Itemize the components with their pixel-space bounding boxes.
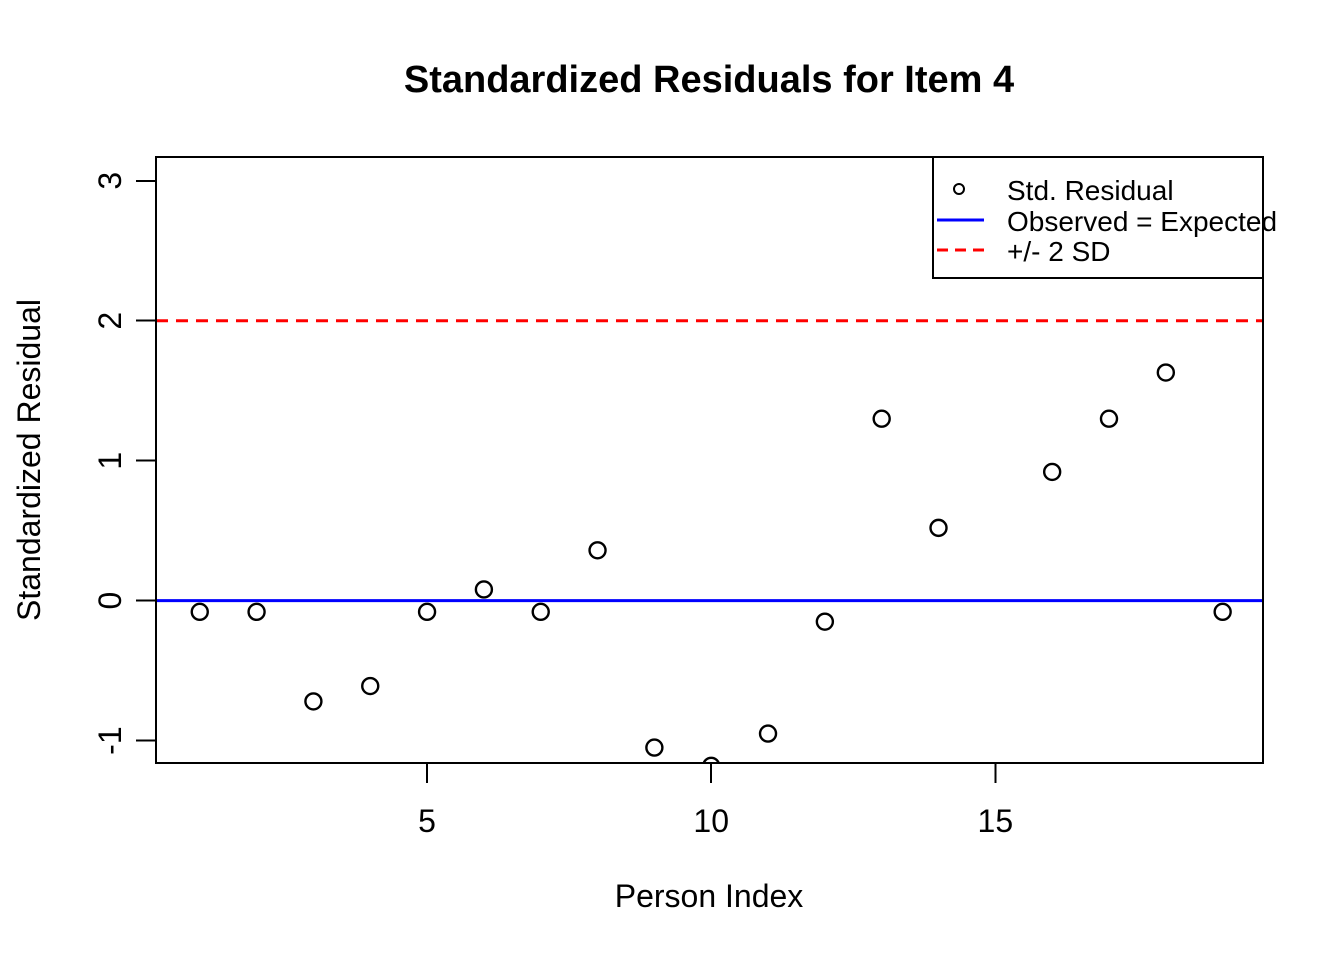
x-tick-label: 15 [978, 803, 1014, 839]
legend-label-std-residual: Std. Residual [1007, 175, 1174, 206]
y-tick-label: 1 [92, 452, 128, 470]
data-point [247, 602, 266, 622]
x-tick-label: 10 [693, 803, 729, 839]
data-point [190, 602, 209, 622]
data-point [361, 676, 380, 696]
data-point [702, 756, 720, 763]
data-point [474, 580, 494, 599]
legend-sample-circle [953, 183, 965, 195]
data-point [417, 602, 437, 622]
chart-title: Standardized Residuals for Item 4 [404, 59, 1014, 101]
legend-samples [937, 183, 984, 252]
data-point [645, 738, 664, 757]
x-axis-ticks: 5 10 15 [418, 763, 1013, 839]
data-point [758, 724, 778, 743]
data-point [872, 409, 891, 428]
y-tick-label: -1 [92, 726, 128, 754]
y-axis-label: Standardized Residual [11, 299, 47, 621]
data-point [815, 612, 835, 631]
data-point [929, 518, 948, 538]
legend-box [932, 156, 1264, 279]
data-point [1099, 409, 1119, 428]
data-points [190, 363, 1232, 763]
data-point [531, 602, 550, 622]
data-point [1156, 363, 1176, 382]
x-axis-label: Person Index [615, 878, 804, 914]
data-point [304, 692, 323, 711]
data-point [1042, 462, 1062, 482]
x-tick-label: 5 [418, 803, 436, 839]
legend-label-two-sd: +/- 2 SD [1007, 236, 1110, 267]
data-point [588, 541, 607, 560]
data-point [1213, 602, 1232, 622]
y-tick-label: 2 [92, 312, 128, 330]
legend: Std. Residual Observed = Expected +/- 2 … [932, 156, 1277, 279]
y-axis-ticks: -1 0 1 2 3 [92, 172, 156, 755]
y-tick-label: 3 [92, 172, 128, 190]
y-tick-label: 0 [92, 592, 128, 610]
legend-label-observed-expected: Observed = Expected [1007, 206, 1277, 237]
reference-lines [156, 319, 1263, 603]
